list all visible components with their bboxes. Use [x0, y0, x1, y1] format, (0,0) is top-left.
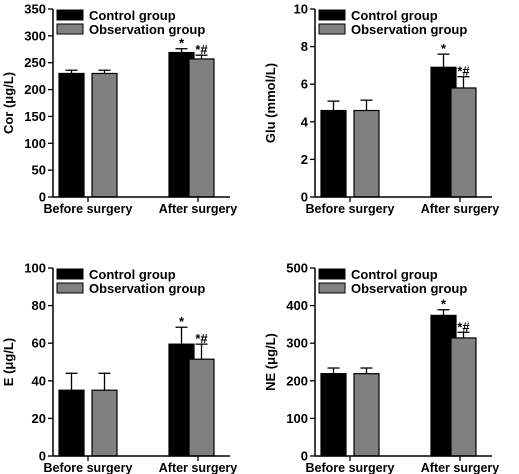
y-tick-label: 6	[301, 77, 308, 92]
y-tick-label: 150	[24, 109, 46, 124]
y-tick-label: 250	[24, 55, 46, 70]
significance-mark: *	[441, 41, 447, 56]
y-tick-label: 200	[24, 82, 46, 97]
chart-panel: * *# 0 2 4 6 8 10 Before surgery After surgery Glu…	[263, 2, 499, 217]
legend-swatch	[318, 268, 346, 280]
y-tick-label: 40	[32, 373, 46, 388]
legend-label: Control group	[89, 267, 176, 282]
x-category-label: After surgery	[159, 202, 238, 216]
y-tick-label: 100	[286, 411, 308, 426]
bar	[58, 389, 85, 457]
bar	[91, 72, 118, 198]
legend-swatch	[56, 9, 84, 21]
bar	[353, 373, 380, 457]
legend-swatch	[56, 268, 84, 280]
x-category-label: After surgery	[421, 202, 500, 216]
bar	[450, 337, 477, 457]
significance-mark: *#	[457, 64, 470, 79]
bar	[320, 109, 347, 198]
x-category-label: After surgery	[159, 461, 238, 474]
legend-swatch	[56, 23, 84, 35]
legend-label: Control group	[89, 8, 176, 23]
y-axis-title: NE (μg/L)	[263, 333, 278, 391]
x-category-label: Before surgery	[44, 461, 133, 474]
legend-label: Observation group	[351, 281, 467, 296]
legend-swatch	[318, 282, 346, 294]
y-tick-label: 80	[32, 298, 46, 313]
y-tick-label: 8	[301, 39, 308, 54]
y-tick-label: 2	[301, 152, 308, 167]
bar	[58, 72, 85, 198]
y-tick-label: 0	[39, 190, 46, 205]
legend-swatch	[318, 23, 346, 35]
bar	[320, 373, 347, 457]
y-tick-label: 400	[286, 298, 308, 313]
x-category-label: Before surgery	[44, 202, 133, 216]
bar	[450, 87, 477, 198]
y-tick-label: 0	[301, 190, 308, 205]
legend-label: Observation group	[89, 22, 205, 37]
y-tick-label: 4	[301, 114, 309, 129]
significance-mark: *#	[195, 42, 208, 57]
significance-mark: *	[179, 36, 185, 51]
y-tick-label: 200	[286, 373, 308, 388]
x-category-label: Before surgery	[306, 461, 395, 474]
significance-mark: *	[441, 297, 447, 312]
y-tick-label: 100	[24, 261, 46, 276]
legend-label: Observation group	[351, 22, 467, 37]
significance-mark: *#	[457, 319, 470, 334]
y-tick-label: 50	[32, 163, 46, 178]
y-axis-title: Cor (μg/L)	[1, 72, 16, 134]
chart-panel: * *# 0 20 40 60 80 100 Before surgery After surge…	[1, 261, 237, 474]
x-category-label: Before surgery	[306, 202, 395, 216]
y-tick-label: 300	[286, 336, 308, 351]
y-tick-label: 0	[39, 449, 46, 464]
significance-mark: *	[179, 314, 185, 329]
bar	[91, 389, 118, 457]
legend-swatch	[56, 282, 84, 294]
y-tick-label: 20	[32, 411, 46, 426]
bar	[188, 358, 215, 457]
y-axis-title: E (μg/L)	[1, 338, 16, 386]
y-axis-title: Glu (mmol/L)	[263, 63, 278, 143]
y-tick-label: 500	[286, 261, 308, 276]
y-tick-label: 300	[24, 28, 46, 43]
y-tick-label: 0	[301, 449, 308, 464]
bar	[188, 58, 215, 198]
legend-label: Control group	[351, 267, 438, 282]
y-tick-label: 350	[24, 2, 46, 17]
y-tick-label: 100	[24, 136, 46, 151]
chart-panel: * *# 0 100 200 300 400 500 Before surgery After s…	[263, 261, 499, 474]
y-tick-label: 10	[294, 2, 308, 17]
significance-mark: *#	[195, 331, 208, 346]
legend-swatch	[318, 9, 346, 21]
legend-label: Control group	[351, 8, 438, 23]
chart-panel: * *# 0 50 100 150 200 250 300 350 Before surgery Af…	[1, 2, 237, 217]
bar	[353, 109, 380, 198]
y-tick-label: 60	[32, 336, 46, 351]
legend-label: Observation group	[89, 281, 205, 296]
x-category-label: After surgery	[421, 461, 500, 474]
